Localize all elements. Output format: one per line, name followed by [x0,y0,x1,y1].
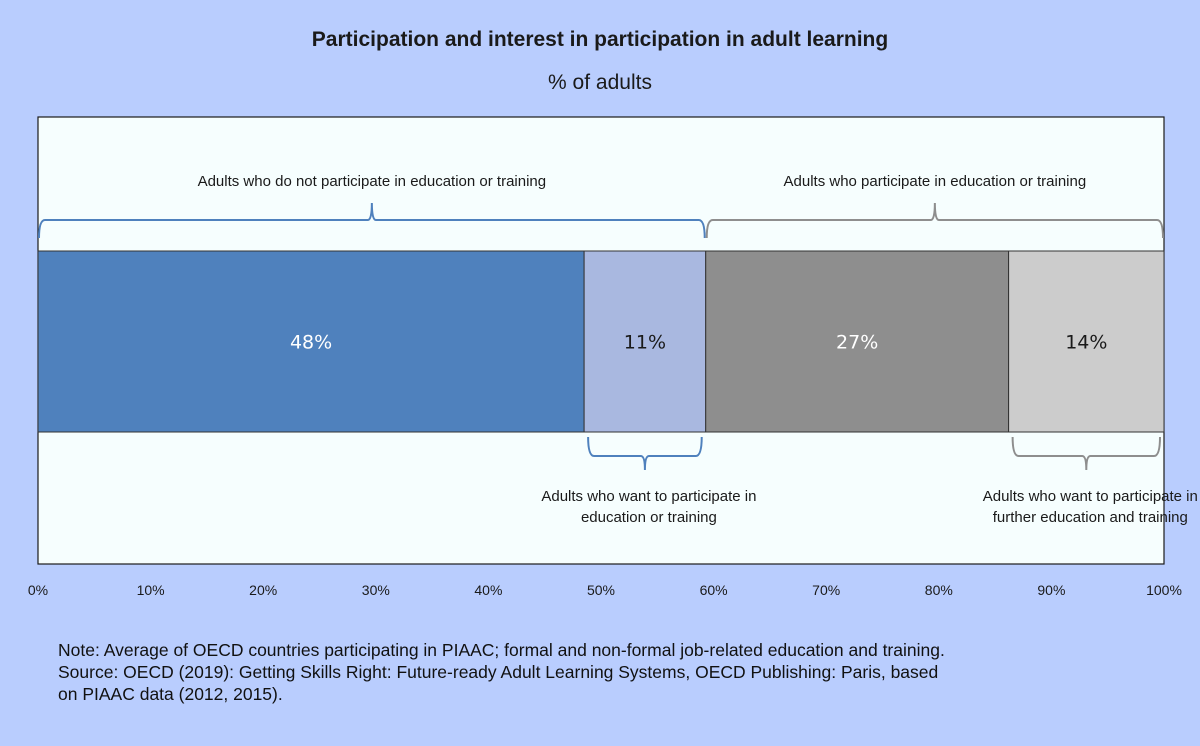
x-tick-label: 0% [28,582,48,598]
annotation-brace [705,202,1164,239]
bar-segment [705,250,1010,433]
x-tick-label: 70% [812,582,840,598]
data-label: 27% [836,332,878,354]
x-tick-label: 20% [249,582,277,598]
x-tick-label: 50% [587,582,615,598]
chart-subtitle: % of adults [548,71,652,94]
note-line: on PIAAC data (2012, 2015). [58,684,283,704]
bar-segment [1008,250,1165,433]
x-tick-label: 40% [474,582,502,598]
x-tick-label: 10% [137,582,165,598]
data-label: 48% [290,332,332,354]
annotation-label: Adults who participate in education or t… [784,173,1087,190]
annotation-label: Adults who do not participate in educati… [198,173,547,190]
note-line: Note: Average of OECD countries particip… [58,640,945,660]
note-line: Source: OECD (2019): Getting Skills Righ… [58,662,939,682]
note: Note: Average of OECD countries particip… [58,639,1168,705]
annotation-label: education or training [581,509,717,526]
chart-title: Participation and interest in participat… [311,28,889,51]
annotation-label: Adults who want to participate in [541,488,756,505]
annotation-label: Adults who want to participate in [983,488,1198,505]
x-tick-label: 100% [1146,582,1182,598]
x-tick-label: 90% [1037,582,1065,598]
data-label: 11% [624,332,666,354]
annotation-brace [38,202,706,239]
chart-area: 48% 11% 27% 14% Adults who do not participat… [28,116,1198,598]
annotation-brace [1011,436,1161,471]
x-tick-label: 30% [362,582,390,598]
data-label: 14% [1065,332,1107,354]
annotation-label: further education and training [993,509,1188,526]
x-tick-label: 80% [925,582,953,598]
bar-segment [583,250,707,433]
x-tick-label: 60% [700,582,728,598]
annotation-brace [587,436,703,471]
